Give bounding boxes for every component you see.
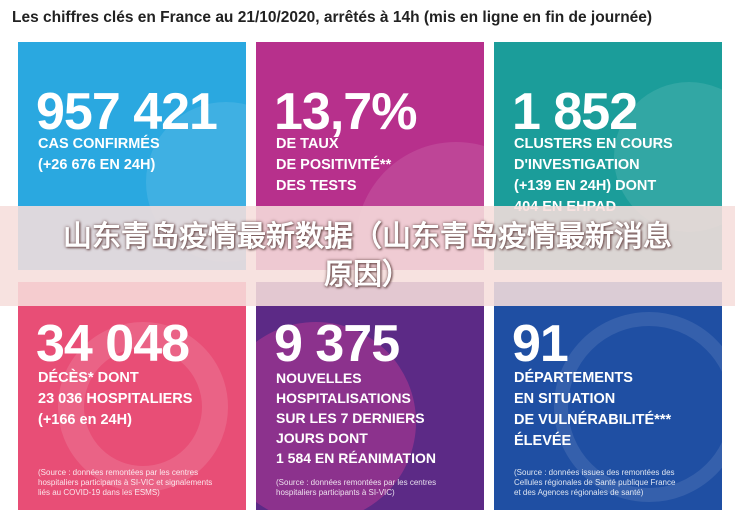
card-source: (Source : données remontées par les cent…: [38, 468, 213, 497]
card-number: 9 375: [274, 315, 400, 373]
card-number: 91: [512, 315, 569, 373]
decorative-circle: [256, 322, 416, 510]
card-description: DÉCÈS* DONT 23 036 HOSPITALIERS (+166 en…: [38, 370, 193, 428]
card-number: 34 048: [36, 315, 190, 373]
card-source: (Source : données remontées par les cent…: [276, 478, 437, 497]
card-number: 13,7%: [274, 83, 417, 141]
card-description: DÉPARTEMENTS EN SITUATION DE VULNÉRABILI…: [514, 370, 672, 449]
card-number: 1 852: [512, 83, 638, 141]
card-description: DE TAUX DE POSITIVITÉ** DES TESTS: [276, 136, 392, 194]
card-deaths: 34 048 DÉCÈS* DONT 23 036 HOSPITALIERS (…: [18, 282, 246, 510]
card-number: 957 421: [36, 83, 218, 141]
card-description: NOUVELLES HOSPITALISATIONS SUR LES 7 DER…: [276, 370, 436, 466]
card-description: CAS CONFIRMÉS (+26 676 EN 24H): [38, 136, 160, 173]
overlay-banner: [0, 206, 735, 306]
card-source: (Source : données issues des remontées d…: [514, 468, 676, 497]
page-title: Les chiffres clés en France au 21/10/202…: [12, 9, 653, 26]
overlay-title: 山东青岛疫情最新数据（山东青岛疫情最新消息原因）: [62, 219, 672, 291]
card-hospitalisations: 9 375 NOUVELLES HOSPITALISATIONS SUR LES…: [256, 282, 484, 510]
card-departments: 91 DÉPARTEMENTS EN SITUATION DE VULNÉRAB…: [494, 282, 722, 510]
